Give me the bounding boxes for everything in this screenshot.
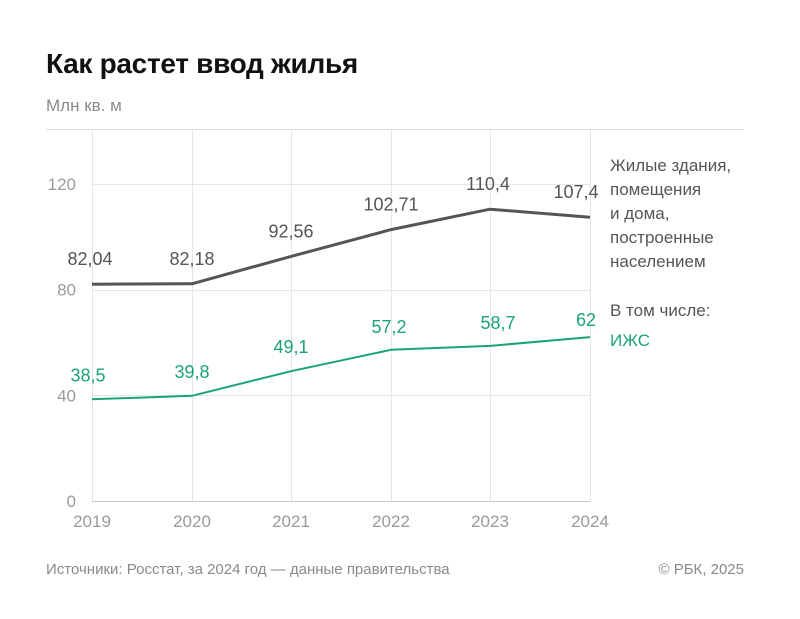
x-tick-label: 2024 (571, 512, 609, 531)
data-label-izhs: 62 (576, 310, 596, 330)
x-tick-label: 2020 (173, 512, 211, 531)
data-label-izhs: 38,5 (70, 365, 105, 385)
data-label-izhs: 39,8 (174, 362, 209, 382)
legend-total-line: населением (610, 252, 706, 271)
data-label-total: 107,4 (553, 182, 598, 202)
data-label-total: 102,71 (363, 195, 418, 215)
x-tick-label: 2022 (372, 512, 410, 531)
y-axis-unit: Млн кв. м (46, 96, 122, 115)
y-tick-label: 40 (57, 386, 76, 405)
y-tick-label: 0 (67, 492, 76, 511)
data-label-total: 82,04 (67, 249, 112, 269)
y-tick-label: 120 (48, 175, 76, 194)
series-line-izhs (91, 336, 591, 401)
series-line-total (91, 207, 591, 286)
legend-izhs-name: ИЖС (610, 331, 650, 350)
copyright: © РБК, 2025 (658, 561, 744, 578)
x-tick-label: 2019 (73, 512, 111, 531)
source-note: Источники: Росстат, за 2024 год — данные… (46, 561, 450, 578)
legend-izhs-prefix: В том числе: (610, 301, 710, 320)
data-label-izhs: 58,7 (480, 313, 515, 333)
legend-total-line: построенные (610, 228, 714, 247)
data-label-total: 92,56 (268, 221, 313, 241)
data-label-izhs: 49,1 (273, 337, 308, 357)
y-tick-label: 80 (57, 281, 76, 300)
x-tick-label: 2021 (272, 512, 310, 531)
data-label-total: 110,4 (466, 174, 510, 194)
legend-total-line: помещения (610, 180, 701, 199)
legend-total-line: Жилые здания, (610, 156, 731, 175)
chart-title: Как растет ввод жилья (46, 48, 358, 79)
data-label-izhs: 57,2 (371, 317, 406, 337)
legend-total-line: и дома, (610, 204, 669, 223)
data-label-total: 82,18 (169, 249, 214, 269)
x-tick-label: 2023 (471, 512, 509, 531)
